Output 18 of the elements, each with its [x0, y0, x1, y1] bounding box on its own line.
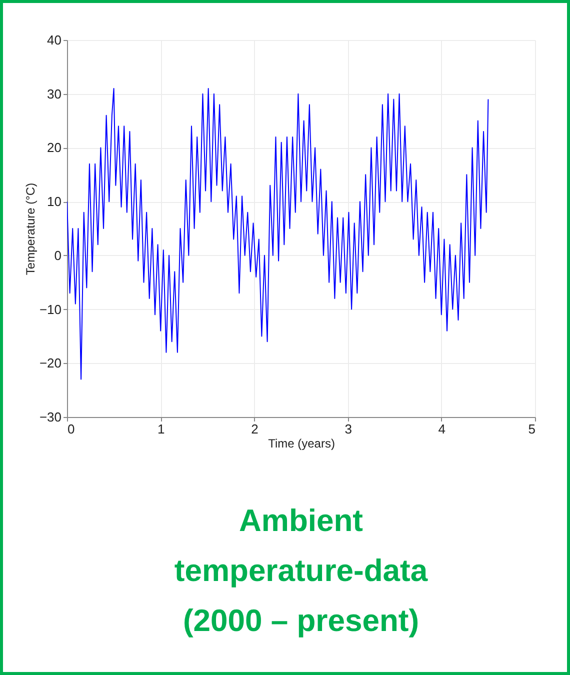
y-tick-label: 30 — [47, 86, 62, 102]
x-tick-label: 4 — [438, 422, 446, 436]
y-axis-title: Temperature (°C) — [23, 182, 38, 276]
y-tick-label: 0 — [54, 248, 62, 263]
x-tick-label: 1 — [157, 422, 165, 436]
x-tick-label: 2 — [251, 422, 258, 436]
y-tick-label: 20 — [47, 140, 62, 156]
y-tick-label: 40 — [47, 32, 62, 48]
y-tick-label: −20 — [39, 356, 62, 371]
text: Ambient temperature-data (2000 – present) — [174, 503, 428, 638]
y-tick-label: 10 — [47, 194, 62, 210]
y-tick-label: −30 — [39, 410, 62, 424]
y-tick-label: −10 — [39, 302, 62, 317]
x-tick-label: 5 — [528, 422, 536, 436]
x-axis-title: Time (years) — [268, 436, 335, 450]
line-series — [67, 88, 489, 380]
x-tick-label: 0 — [68, 422, 75, 436]
x-tick-label: 3 — [344, 422, 352, 436]
